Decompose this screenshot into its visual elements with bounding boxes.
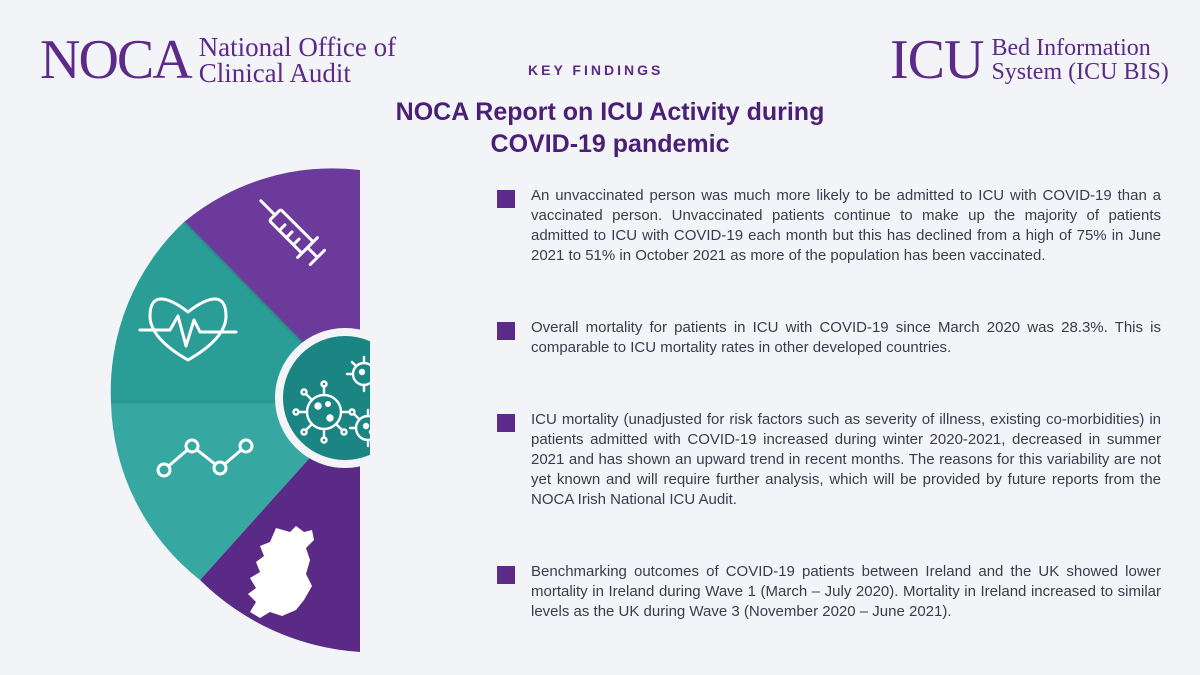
bullet-square-icon [497, 322, 515, 340]
finding-text: An unvaccinated person was much more lik… [531, 187, 1161, 264]
finding-text: Overall mortality for patients in ICU wi… [531, 319, 1161, 356]
noca-logo: NOCA National Office of Clinical Audit [40, 30, 396, 90]
icu-logo-line1: Bed Information [991, 36, 1168, 60]
finding-text: Benchmarking outcomes of COVID-19 patien… [531, 563, 1161, 620]
center-circle [279, 332, 370, 464]
bullet-square-icon [497, 414, 515, 432]
fan-graphic [100, 160, 370, 660]
noca-logo-mark: NOCA [40, 32, 191, 88]
finding-text: ICU mortality (unadjusted for risk facto… [531, 411, 1161, 508]
finding-item: An unvaccinated person was much more lik… [497, 186, 1161, 266]
noca-logo-line1: National Office of [199, 34, 396, 60]
page-title-line2: COVID-19 pandemic [380, 128, 840, 160]
page-title-line1: NOCA Report on ICU Activity during [380, 96, 840, 128]
key-findings-list: An unvaccinated person was much more lik… [497, 186, 1161, 674]
icu-logo-text: Bed Information System (ICU BIS) [991, 36, 1168, 84]
finding-item: Benchmarking outcomes of COVID-19 patien… [497, 562, 1161, 622]
finding-item: ICU mortality (unadjusted for risk facto… [497, 410, 1161, 510]
finding-item: Overall mortality for patients in ICU wi… [497, 318, 1161, 358]
bullet-square-icon [497, 566, 515, 584]
page-title: NOCA Report on ICU Activity during COVID… [380, 96, 840, 160]
key-findings-label: KEY FINDINGS [528, 62, 663, 78]
icu-logo-line2: System (ICU BIS) [991, 60, 1168, 84]
noca-logo-text: National Office of Clinical Audit [199, 34, 396, 86]
icu-logo-mark: ICU [890, 32, 983, 88]
icu-bis-logo: ICU Bed Information System (ICU BIS) [890, 30, 1169, 90]
noca-logo-line2: Clinical Audit [199, 60, 396, 86]
bullet-square-icon [497, 190, 515, 208]
